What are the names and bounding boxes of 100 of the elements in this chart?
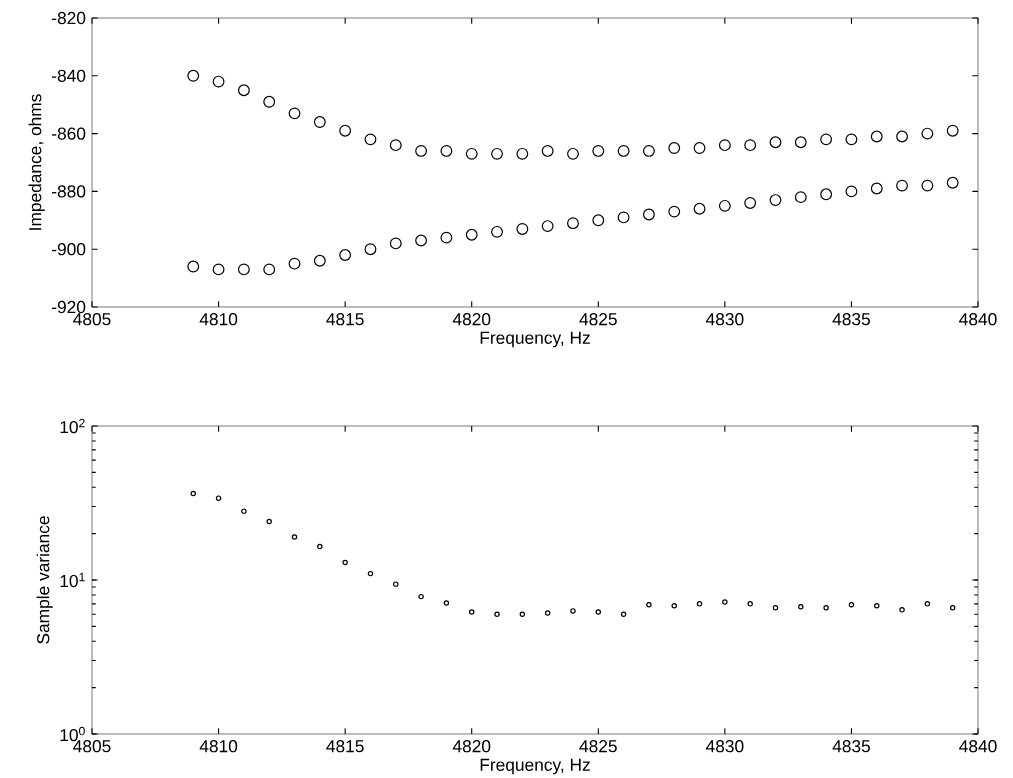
x-tick-label: 4810 <box>199 313 238 326</box>
point <box>187 260 200 273</box>
y-axis-title: Impedance, ohms <box>28 94 45 230</box>
point <box>946 124 959 137</box>
point <box>823 605 829 611</box>
point <box>237 84 250 97</box>
point <box>744 197 757 209</box>
x-tick-label: 4805 <box>73 313 111 326</box>
x-tick-label: 4805 <box>73 740 111 753</box>
point <box>339 124 352 137</box>
point <box>440 231 453 244</box>
y-tick-label: 10$^{1}$ <box>60 572 85 588</box>
x-axis-title: Frequency, Hz <box>480 758 590 775</box>
point <box>491 147 503 160</box>
point <box>516 147 529 160</box>
point <box>794 136 807 149</box>
x-axis-title: Frequency, Hz <box>480 331 590 348</box>
point <box>592 145 605 157</box>
x-tick-label: 4840 <box>959 313 997 326</box>
point <box>291 534 298 540</box>
point <box>899 607 905 613</box>
point <box>845 185 858 198</box>
x-tick-label: 4825 <box>579 313 617 326</box>
point <box>949 605 956 611</box>
point <box>468 609 475 615</box>
point <box>696 601 703 607</box>
y-tick-label: -820 <box>52 11 86 25</box>
x-tick-label: 4835 <box>832 740 870 753</box>
point <box>342 559 348 566</box>
point <box>288 107 301 120</box>
point <box>620 611 627 617</box>
point <box>187 69 200 82</box>
x-tick-label: 4835 <box>832 313 870 326</box>
point <box>440 145 453 157</box>
point <box>646 602 652 608</box>
point <box>693 142 706 154</box>
y-tick-label: 10$^{2}$ <box>60 418 85 434</box>
point <box>443 600 450 606</box>
x-tick-label: 4815 <box>326 313 364 326</box>
point <box>848 602 855 608</box>
point <box>747 601 753 607</box>
point <box>722 599 728 605</box>
point <box>389 237 402 250</box>
point <box>592 214 605 227</box>
point <box>237 263 250 276</box>
point <box>921 127 934 140</box>
x-tick-label: 4810 <box>199 740 238 753</box>
x-tick-label: 4820 <box>452 740 491 753</box>
y-tick-label: -900 <box>52 243 86 256</box>
point <box>465 228 478 241</box>
point <box>772 605 779 611</box>
point <box>494 611 500 617</box>
point <box>190 490 196 497</box>
point <box>896 179 908 192</box>
point <box>519 611 526 617</box>
x-tick-label: 4840 <box>959 740 997 753</box>
point <box>313 254 326 267</box>
point <box>465 147 478 160</box>
point <box>845 133 858 146</box>
y-axis-title: Sample variance <box>36 516 53 644</box>
point <box>668 205 681 218</box>
point <box>642 145 655 157</box>
point <box>317 543 323 550</box>
x-tick-label: 4820 <box>452 313 491 326</box>
point <box>266 518 272 525</box>
point <box>491 225 503 238</box>
x-tick-label: 4830 <box>705 313 744 326</box>
point <box>516 223 529 235</box>
point <box>367 570 374 577</box>
y-tick-label: -880 <box>52 185 86 198</box>
point <box>544 610 551 616</box>
point <box>541 220 554 233</box>
point <box>668 142 681 154</box>
point <box>567 217 579 230</box>
point <box>794 191 807 204</box>
point <box>924 601 931 607</box>
point <box>820 188 833 201</box>
point <box>744 139 757 152</box>
point <box>393 581 399 587</box>
x-tick-label: 4815 <box>326 740 364 753</box>
point <box>718 139 731 152</box>
point <box>415 234 428 247</box>
point <box>798 604 804 610</box>
point <box>364 133 377 146</box>
point <box>874 603 880 609</box>
point <box>389 139 402 152</box>
x-tick-label: 4830 <box>705 740 744 753</box>
point <box>820 133 833 146</box>
point <box>313 116 326 128</box>
point <box>693 202 706 215</box>
point <box>415 145 428 157</box>
point <box>339 249 352 261</box>
x-tick-label: 4825 <box>579 740 617 753</box>
point <box>418 593 424 600</box>
point <box>241 508 247 514</box>
point <box>642 208 655 221</box>
point <box>215 495 222 501</box>
point <box>263 263 276 276</box>
point <box>570 608 576 614</box>
point <box>617 145 630 157</box>
